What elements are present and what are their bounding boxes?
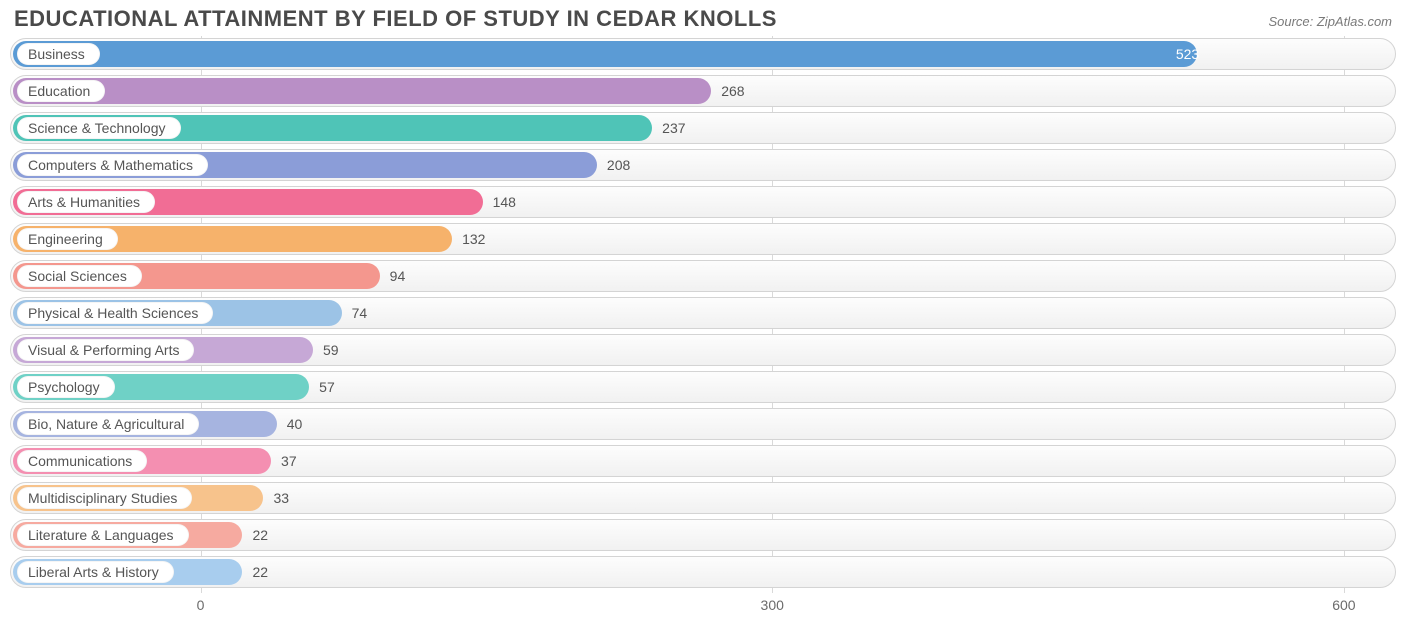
bar-row: Science & Technology 237 [10, 112, 1396, 144]
bar-row: Bio, Nature & Agricultural 40 [10, 408, 1396, 440]
bar-value-label: 37 [271, 445, 297, 477]
bar-value-label: 22 [242, 519, 268, 551]
bar-fill [13, 41, 1197, 67]
bar-category-pill: Visual & Performing Arts [17, 339, 194, 361]
bar-value-label: 57 [309, 371, 335, 403]
bar-category-pill: Physical & Health Sciences [17, 302, 213, 324]
chart-area: Business 523 Education 268 Science & Technol… [10, 38, 1396, 619]
chart-header: EDUCATIONAL ATTAINMENT BY FIELD OF STUDY… [10, 6, 1396, 38]
bar-value-label: 59 [313, 334, 339, 366]
bar-row: Psychology 57 [10, 371, 1396, 403]
x-tick-label: 300 [761, 597, 784, 613]
bar-row: Physical & Health Sciences 74 [10, 297, 1396, 329]
bar-category-pill: Social Sciences [17, 265, 142, 287]
bar-value-label: 268 [711, 75, 744, 107]
bar-category-pill: Science & Technology [17, 117, 181, 139]
bar-category-pill: Computers & Mathematics [17, 154, 208, 176]
bar-value-label: 22 [242, 556, 268, 588]
bar-value-label: 237 [652, 112, 685, 144]
x-axis: 0 300 600 [10, 593, 1396, 619]
bar-value-label: 132 [452, 223, 485, 255]
bar-category-pill: Engineering [17, 228, 118, 250]
bar-category-pill: Bio, Nature & Agricultural [17, 413, 199, 435]
bar-row: Visual & Performing Arts 59 [10, 334, 1396, 366]
bar-category-pill: Psychology [17, 376, 115, 398]
bar-category-pill: Arts & Humanities [17, 191, 155, 213]
bar-row: Engineering 132 [10, 223, 1396, 255]
bar-fill [13, 78, 711, 104]
bar-value-label: 148 [483, 186, 516, 218]
bar-value-label: 208 [597, 149, 630, 181]
bar-row: Liberal Arts & History 22 [10, 556, 1396, 588]
bar-category-pill: Liberal Arts & History [17, 561, 174, 583]
bar-value-label: 523 [1176, 38, 1199, 70]
bar-value-label: 33 [263, 482, 289, 514]
chart-bars: Business 523 Education 268 Science & Technol… [10, 38, 1396, 588]
bar-row: Literature & Languages 22 [10, 519, 1396, 551]
bar-row: Education 268 [10, 75, 1396, 107]
chart-title: EDUCATIONAL ATTAINMENT BY FIELD OF STUDY… [14, 6, 777, 32]
bar-row: Communications 37 [10, 445, 1396, 477]
x-tick-label: 0 [197, 597, 205, 613]
bar-category-pill: Literature & Languages [17, 524, 189, 546]
bar-category-pill: Business [17, 43, 100, 65]
bar-row: Business 523 [10, 38, 1396, 70]
chart-source: Source: ZipAtlas.com [1268, 14, 1392, 29]
bar-category-pill: Communications [17, 450, 147, 472]
x-tick-label: 600 [1332, 597, 1355, 613]
bar-row: Social Sciences 94 [10, 260, 1396, 292]
bar-category-pill: Multidisciplinary Studies [17, 487, 192, 509]
bar-value-label: 40 [277, 408, 303, 440]
bar-row: Multidisciplinary Studies 33 [10, 482, 1396, 514]
chart-container: EDUCATIONAL ATTAINMENT BY FIELD OF STUDY… [0, 0, 1406, 632]
bar-category-pill: Education [17, 80, 105, 102]
bar-row: Arts & Humanities 148 [10, 186, 1396, 218]
bar-value-label: 94 [380, 260, 406, 292]
bar-value-label: 74 [342, 297, 368, 329]
bar-row: Computers & Mathematics 208 [10, 149, 1396, 181]
